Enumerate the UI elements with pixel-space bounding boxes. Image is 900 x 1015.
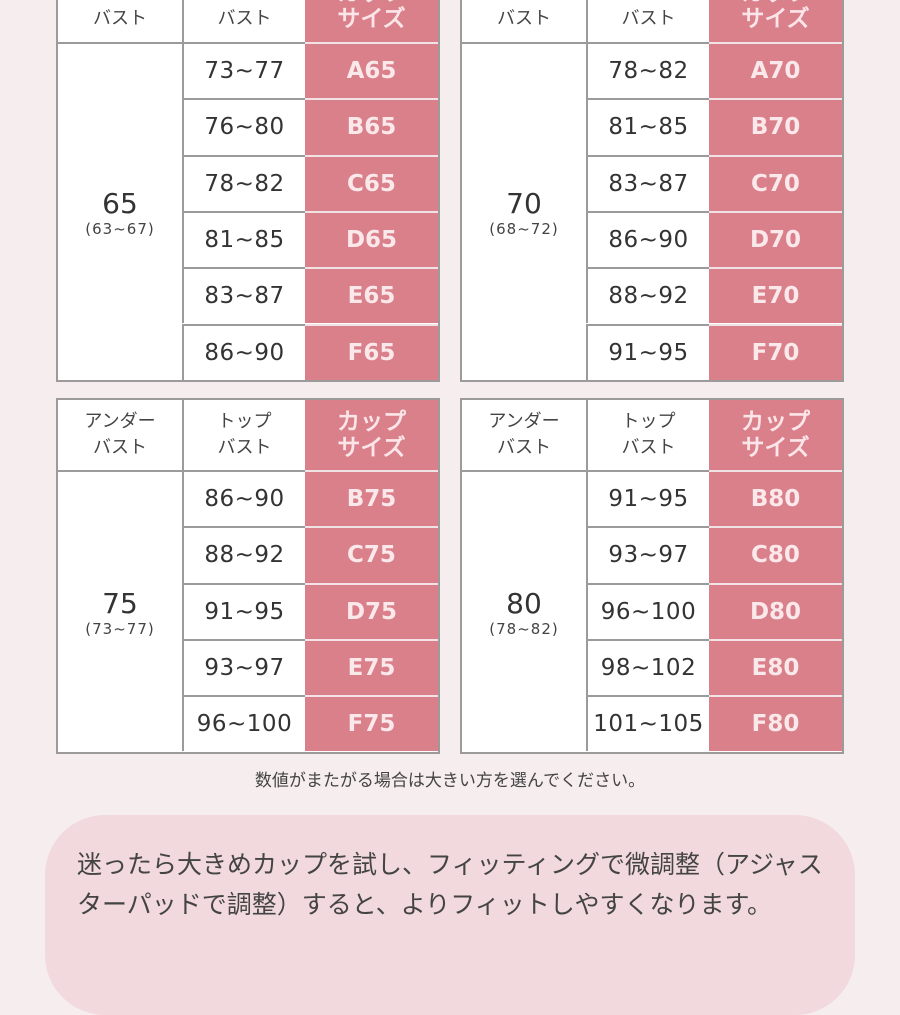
cup-size-cell: A70 <box>709 42 842 99</box>
header-top-bust: トップ バスト <box>586 400 709 470</box>
size-table-75: アンダー バスト トップ バスト カップ サイズ 75 (73~77) 86~90 B75 8… <box>56 398 440 754</box>
header-top-bust: トップ バスト <box>182 0 305 42</box>
top-bust-cell: 83~87 <box>182 267 305 324</box>
cup-size-cell: C75 <box>305 526 438 583</box>
cup-size-cell: F65 <box>305 323 438 380</box>
header-cup-size: カップ サイズ <box>709 0 842 42</box>
cup-size-cell: C70 <box>709 154 842 211</box>
under-bust-cell: 70 (68~72) <box>462 42 586 382</box>
tip-text: 迷ったら大きめカップを試し、フィッティングで微調整（アジャスターパッドで調整）す… <box>77 850 823 919</box>
top-bust-cell: 86~90 <box>182 323 305 380</box>
size-table-80: アンダー バスト トップ バスト カップ サイズ 80 (78~82) 91~95 B80 9… <box>460 398 844 754</box>
top-bust-cell: 81~85 <box>182 210 305 268</box>
under-bust-range: (73~77) <box>85 620 155 639</box>
top-bust-cell: 86~90 <box>586 210 709 268</box>
top-bust-cell: 91~95 <box>586 323 709 380</box>
under-bust-value: 70 <box>506 187 542 221</box>
cup-size-cell: D80 <box>709 582 842 639</box>
cup-size-cell: C65 <box>305 154 438 211</box>
header-top-bust: トップ バスト <box>182 400 305 470</box>
cup-size-cell: B65 <box>305 98 438 155</box>
cup-size-cell: D65 <box>305 210 438 268</box>
cup-size-cell: C80 <box>709 526 842 583</box>
cup-size-cell: B80 <box>709 470 842 527</box>
header-cup-size: カップ サイズ <box>305 0 438 42</box>
under-bust-range: (78~82) <box>489 620 559 639</box>
top-bust-cell: 76~80 <box>182 98 305 155</box>
cup-size-cell: F80 <box>709 695 842 752</box>
cup-size-cell: E70 <box>709 267 842 324</box>
top-bust-cell: 96~100 <box>586 582 709 639</box>
cup-size-cell: E65 <box>305 267 438 324</box>
top-bust-cell: 83~87 <box>586 154 709 211</box>
header-under-bust: アンダー バスト <box>84 411 156 458</box>
header-cup-size: カップ サイズ <box>305 400 438 470</box>
top-bust-cell: 93~97 <box>182 638 305 696</box>
note-text: 数値がまたがる場合は大きい方を選んでください。 <box>254 771 646 791</box>
top-bust-cell: 101~105 <box>586 695 709 752</box>
top-bust-cell: 86~90 <box>182 470 305 527</box>
top-bust-cell: 78~82 <box>586 42 709 99</box>
under-bust-value: 80 <box>506 587 542 621</box>
top-bust-cell: 78~82 <box>182 154 305 211</box>
top-bust-cell: 81~85 <box>586 98 709 155</box>
top-bust-cell: 88~92 <box>586 267 709 324</box>
header-under-bust: アンダー バスト <box>488 411 560 458</box>
top-bust-cell: 93~97 <box>586 526 709 583</box>
top-bust-cell: 91~95 <box>586 470 709 527</box>
under-bust-range: (68~72) <box>489 220 559 239</box>
header-under-bust: アンダー バスト <box>488 0 559 29</box>
cup-size-cell: F75 <box>305 695 438 752</box>
under-bust-cell: 65 (63~67) <box>58 42 182 382</box>
cup-size-cell: D70 <box>709 210 842 268</box>
cup-size-cell: F70 <box>709 323 842 380</box>
under-bust-cell: 75 (73~77) <box>58 470 182 754</box>
cup-size-cell: D75 <box>305 582 438 639</box>
header-under-bust: アンダー バスト <box>84 0 155 29</box>
cup-size-cell: E75 <box>305 638 438 696</box>
under-bust-cell: 80 (78~82) <box>462 470 586 754</box>
cup-size-cell: A65 <box>305 42 438 99</box>
under-bust-value: 65 <box>102 187 138 221</box>
cup-size-cell: E80 <box>709 638 842 696</box>
under-bust-value: 75 <box>102 587 138 621</box>
under-bust-range: (63~67) <box>85 220 155 239</box>
top-bust-cell: 96~100 <box>182 695 305 752</box>
header-top-bust: トップ バスト <box>586 0 709 42</box>
top-bust-cell: 88~92 <box>182 526 305 583</box>
top-bust-cell: 98~102 <box>586 638 709 696</box>
tip-bubble: 迷ったら大きめカップを試し、フィッティングで微調整（アジャスターパッドで調整）す… <box>45 815 855 1015</box>
top-bust-cell: 73~77 <box>182 42 305 99</box>
cup-size-cell: B75 <box>305 470 438 527</box>
cup-size-cell: B70 <box>709 98 842 155</box>
top-bust-cell: 91~95 <box>182 582 305 639</box>
header-cup-size: カップ サイズ <box>709 400 842 470</box>
